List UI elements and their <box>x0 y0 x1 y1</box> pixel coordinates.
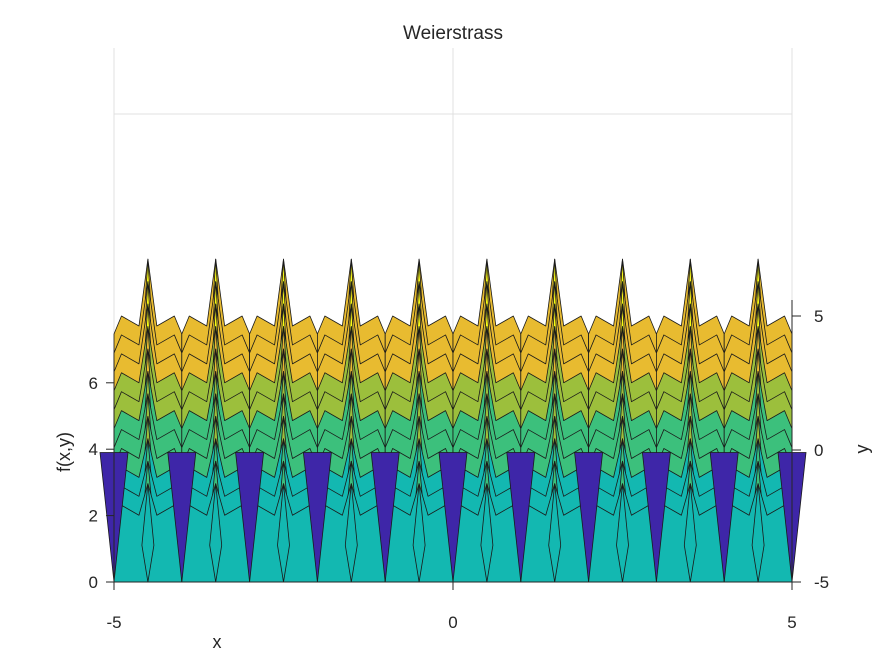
surface-ridge <box>277 483 290 583</box>
surface-valley <box>438 452 468 583</box>
surface-ridge <box>548 483 562 583</box>
z-tick-label: 2 <box>89 507 98 526</box>
surface-valley <box>302 452 332 583</box>
surface-ridge <box>344 483 358 583</box>
surface-valley <box>574 452 604 583</box>
surface-valley <box>235 452 265 583</box>
surface-ridge <box>683 483 697 583</box>
y-tick-label: 0 <box>814 441 823 460</box>
surface-valley <box>506 452 536 583</box>
surface-valley <box>709 452 739 583</box>
surface-ridge <box>209 483 223 583</box>
y-tick-label: 5 <box>814 307 823 326</box>
surface-valley <box>641 452 671 583</box>
x-tick-label: 5 <box>787 613 796 632</box>
surface-mesh <box>99 258 807 583</box>
axes: -5 0 5 0 2 4 6 -5 0 5 <box>89 300 829 632</box>
z-tick-label: 6 <box>89 374 98 393</box>
chart-title: Weierstrass <box>403 23 503 44</box>
x-tick-label: -5 <box>106 613 121 632</box>
surface-ridge <box>480 483 494 583</box>
y-axis-label: y <box>852 445 872 454</box>
z-tick-label: 0 <box>89 573 98 592</box>
x-tick-label: 0 <box>448 613 457 632</box>
surface-ridge <box>751 483 765 583</box>
x-axis-label: x <box>213 632 222 652</box>
z-tick-label: 4 <box>89 440 98 459</box>
surface-ridge <box>412 483 426 583</box>
surface-ridge <box>616 483 629 583</box>
y-tick-label: -5 <box>814 573 829 592</box>
surface-valley <box>370 452 400 583</box>
surface-valley <box>167 452 197 583</box>
surface-ridge <box>141 483 155 583</box>
z-axis-label: f(x,y) <box>54 432 74 472</box>
